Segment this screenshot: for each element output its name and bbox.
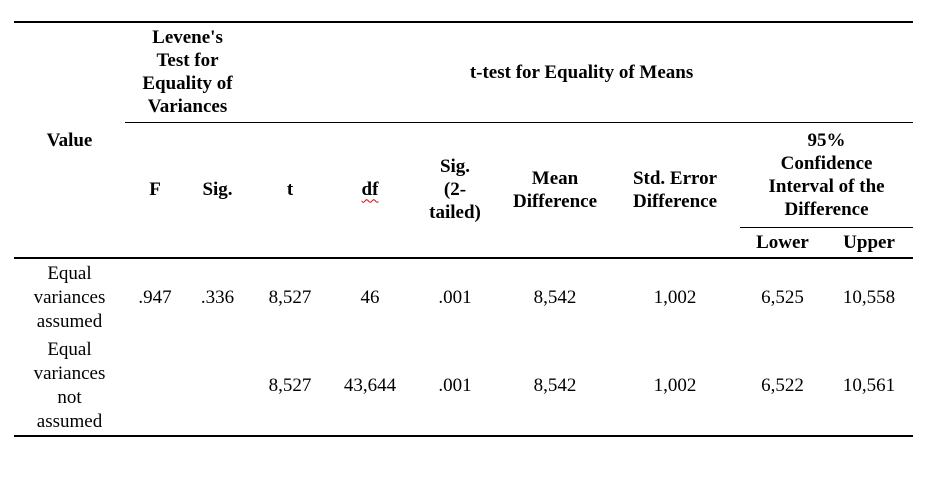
ttest-group-header: t-test for Equality of Means <box>250 21 914 123</box>
ci-group-header: 95% Confidence Interval of the Differenc… <box>740 122 914 228</box>
cell-ci-upper: 10,558 <box>842 286 896 308</box>
cell-ci-upper: 10,561 <box>825 336 914 437</box>
group-header-row: Value Levene's Test for Equality of Vari… <box>14 21 914 259</box>
col-header-sig: Sig. <box>185 122 250 259</box>
cell-std-error-difference: 1,002 <box>653 286 697 308</box>
cell-df: 43,644 <box>330 336 410 437</box>
cell-t: 8,527 <box>268 286 312 308</box>
cell-f: .947 <box>138 286 172 308</box>
cell-ci-lower: 6,522 <box>740 336 825 437</box>
cell-sig: .336 <box>200 286 235 308</box>
col-header-f: F <box>125 122 185 259</box>
cell-std-error-difference: 1,002 <box>610 336 740 437</box>
cell-mean-difference: 8,542 <box>500 336 610 437</box>
col-header-mean-difference: Mean Difference <box>500 122 610 259</box>
cell-mean-difference: 8,542 <box>533 286 577 308</box>
col-header-lower: Lower <box>740 227 825 259</box>
cell-f <box>125 336 185 437</box>
cell-sig-2-tailed: .001 <box>410 336 500 437</box>
levene-group-header: Levene's Test for Equality of Variances <box>125 21 250 123</box>
col-header-std-error-difference: Std. Error Difference <box>610 122 740 259</box>
cell-df: 46 <box>360 286 380 308</box>
spellcheck-squiggle: df <box>361 179 379 201</box>
col-header-sig-2-tailed: Sig. (2- tailed) <box>410 122 500 259</box>
row-label: Equal variances assumed <box>33 262 106 332</box>
cell-sig <box>185 336 250 437</box>
col-header-df: df <box>330 122 410 259</box>
row-label: Equal variances not assumed <box>14 336 125 437</box>
cell-t: 8,527 <box>250 336 330 437</box>
ttest-results-table: Value Levene's Test for Equality of Vari… <box>14 21 914 437</box>
row-header-value: Value <box>14 21 125 259</box>
ci-subheader-row: Lower Upper <box>14 227 914 259</box>
col-header-upper: Upper <box>825 227 914 259</box>
table-row-equal-variances-assumed: Equal variances assumed .947 .336 8,527 … <box>14 258 913 336</box>
col-header-t: t <box>250 122 330 259</box>
table-row-equal-variances-not-assumed: Equal variances not assumed 8,527 43,644… <box>14 336 914 437</box>
cell-sig-2-tailed: .001 <box>438 286 472 308</box>
column-header-row: F Sig. t df Sig. (2- tailed) Mean Differ… <box>14 122 914 259</box>
cell-ci-lower: 6,525 <box>761 286 804 308</box>
